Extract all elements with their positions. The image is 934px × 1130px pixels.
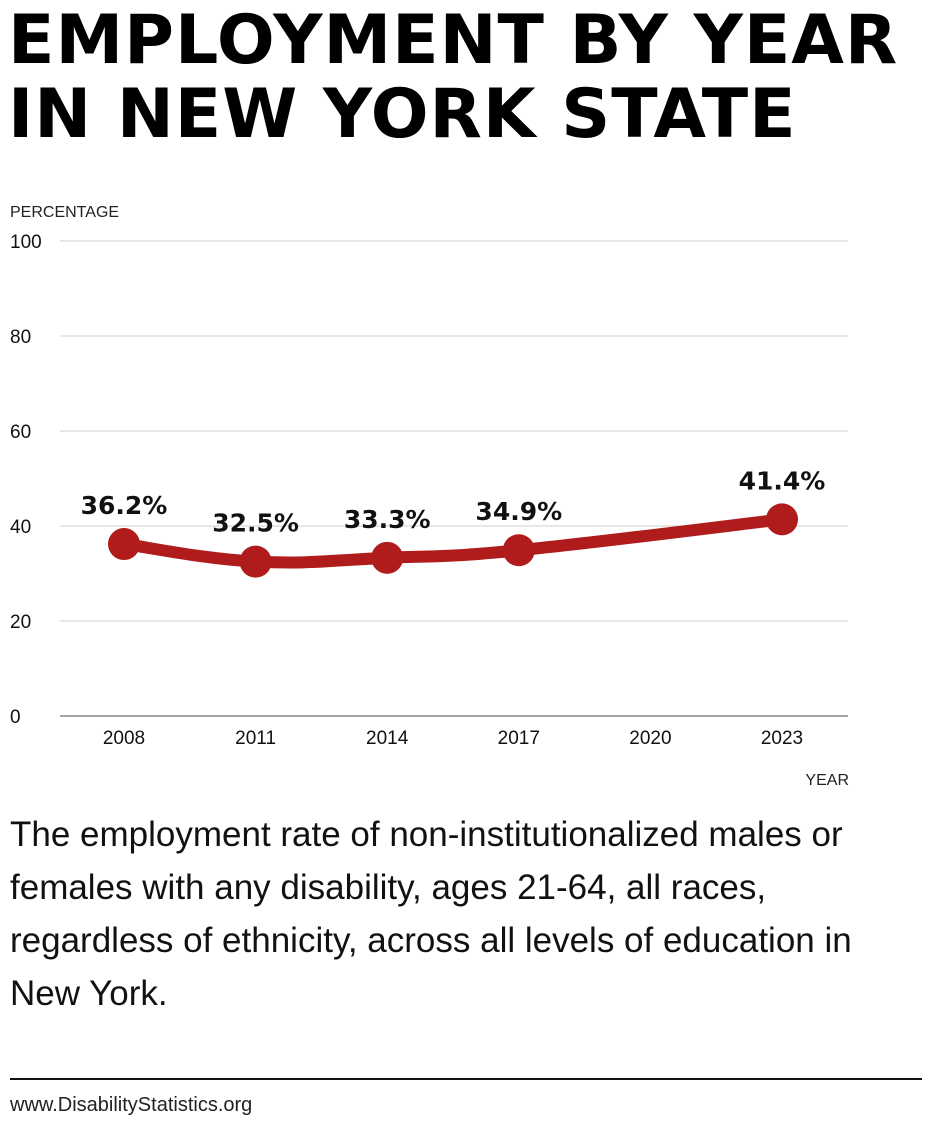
data-point bbox=[502, 534, 535, 567]
data-label: 33.3% bbox=[344, 505, 431, 534]
title-line-1: EMPLOYMENT BY YEAR bbox=[8, 1, 899, 80]
x-tick-label: 2023 bbox=[761, 728, 803, 749]
x-tick-label: 2008 bbox=[103, 728, 145, 749]
chart-title: EMPLOYMENT BY YEAR IN NEW YORK STATE bbox=[8, 4, 928, 152]
line-chart: PERCENTAGE YEAR 0 20 40 60 80 100 2008 2011 2014… bbox=[10, 204, 849, 789]
y-tick-label: 60 bbox=[10, 422, 31, 443]
chart-description: The employment rate of non-institutional… bbox=[10, 815, 852, 1013]
x-tick-label: 2014 bbox=[366, 728, 409, 749]
data-point bbox=[108, 528, 140, 561]
y-tick-label: 100 bbox=[10, 232, 42, 253]
data-point bbox=[371, 541, 404, 574]
title-line-2: IN NEW YORK STATE bbox=[8, 75, 797, 154]
x-tick-label: 2017 bbox=[498, 728, 540, 749]
x-axis-label: YEAR bbox=[805, 772, 849, 789]
data-label: 41.4% bbox=[739, 466, 826, 495]
data-label: 36.2% bbox=[81, 491, 168, 520]
series-line bbox=[118, 513, 788, 569]
data-label: 32.5% bbox=[212, 509, 299, 538]
x-tick-label: 2011 bbox=[235, 728, 276, 749]
data-point bbox=[239, 545, 272, 578]
y-tick-label: 20 bbox=[10, 612, 31, 633]
y-axis-label: PERCENTAGE bbox=[10, 204, 119, 221]
y-tick-label: 80 bbox=[10, 327, 31, 348]
data-point bbox=[766, 503, 798, 536]
footer-url: www.DisabilityStatistics.org bbox=[10, 1094, 253, 1116]
footer-divider bbox=[10, 1078, 922, 1080]
y-tick-label: 0 bbox=[10, 707, 21, 728]
data-label: 34.9% bbox=[475, 497, 562, 526]
y-tick-label: 40 bbox=[10, 517, 31, 538]
x-tick-label: 2020 bbox=[629, 728, 671, 749]
